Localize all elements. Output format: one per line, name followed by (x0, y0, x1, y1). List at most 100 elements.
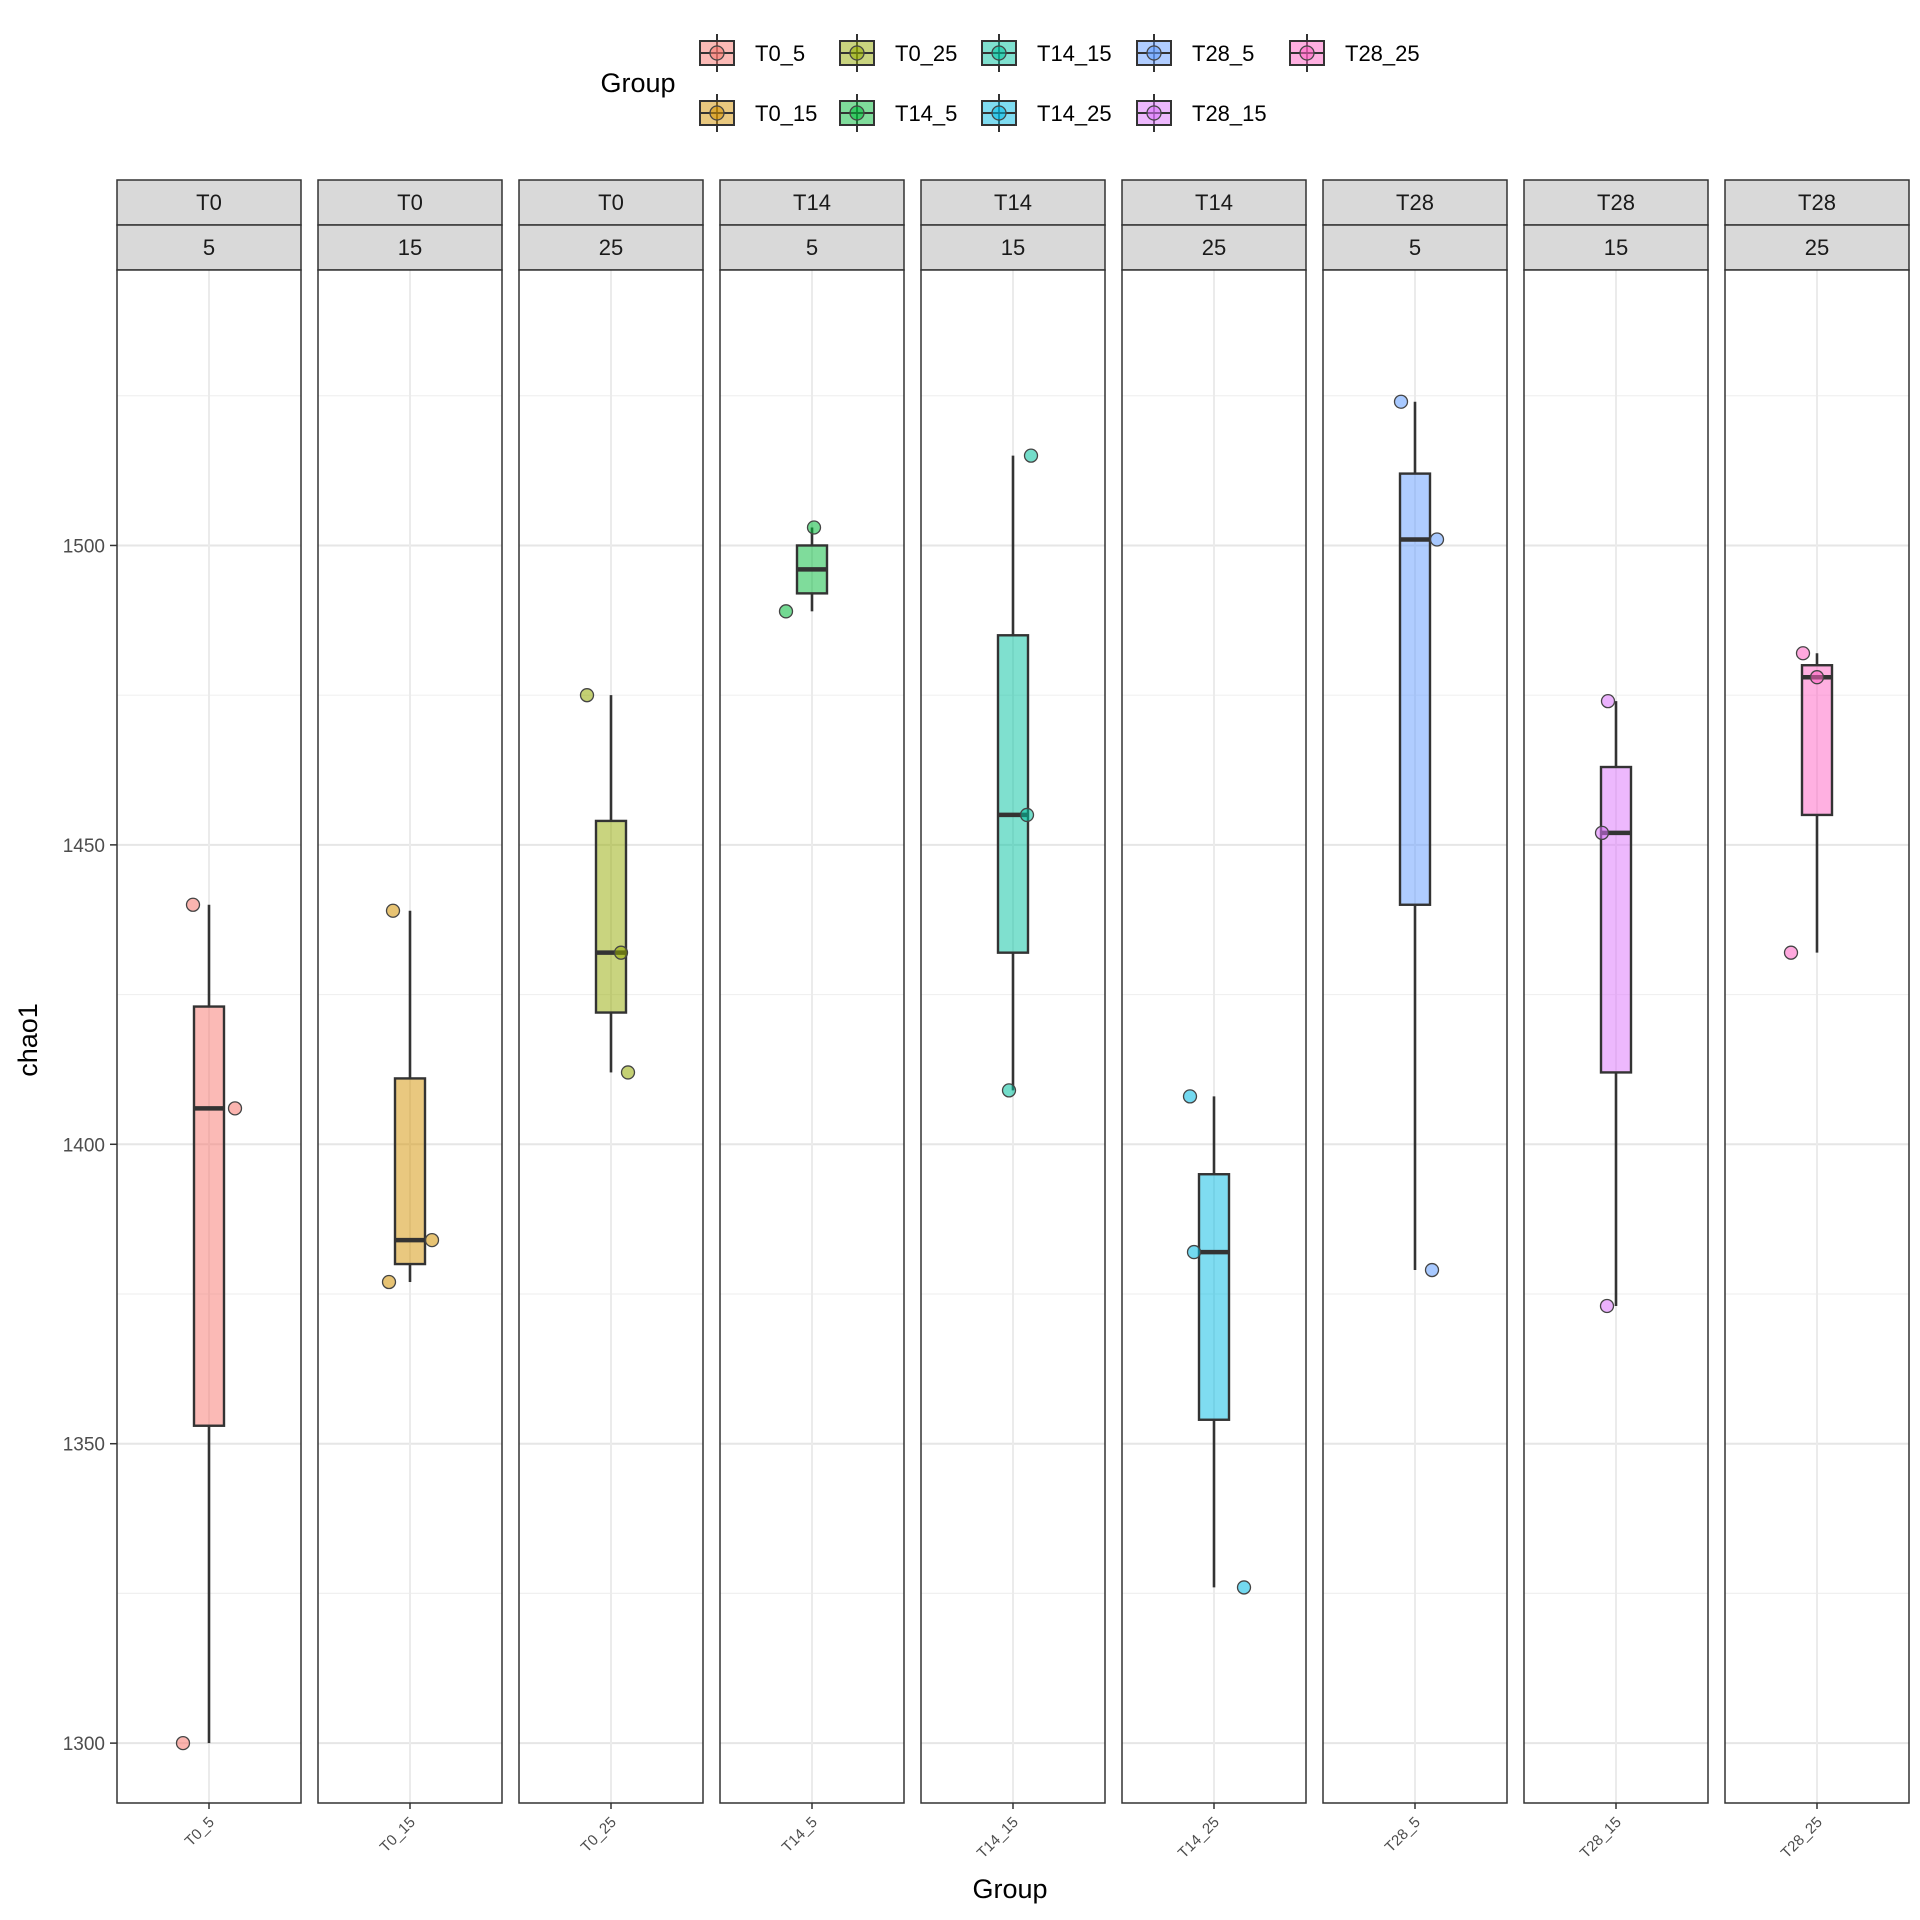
legend-label: T14_15 (1037, 41, 1112, 66)
legend-label: T28_15 (1192, 101, 1267, 126)
data-point (1809, 670, 1825, 685)
strip-bottom-box (1322, 224, 1508, 271)
data-point (1599, 1298, 1615, 1314)
strip-top-label: T14 (1195, 190, 1233, 215)
strip-top-label: T0 (598, 190, 624, 215)
legend-item-T28_5: T28_5 (1136, 34, 1254, 72)
legend-key-point (1146, 45, 1162, 61)
legend-key-point (709, 105, 725, 121)
strip-bottom-label: 5 (203, 235, 215, 260)
y-tick-label: 1300 (63, 1734, 105, 1755)
data-point (1001, 1083, 1017, 1098)
box-T14_15 (996, 634, 1030, 954)
legend-item-T28_25: T28_25 (1289, 34, 1420, 72)
strip-bottom-label: 15 (1604, 235, 1628, 260)
data-point (424, 1232, 440, 1248)
legend-key-point (709, 45, 725, 61)
panel-T0_15: T0 15 T0_15 (317, 179, 503, 1856)
strip-bottom-label: 15 (1001, 235, 1025, 260)
strip-top-label: T0 (196, 190, 222, 215)
legend-item-T14_5: T14_5 (839, 94, 957, 132)
y-tick-label: 1450 (63, 836, 105, 857)
strip-bottom-label: 15 (398, 235, 422, 260)
data-point (1424, 1262, 1440, 1278)
strip-top-box (1724, 179, 1910, 226)
strip-top-label: T0 (397, 190, 423, 215)
panel-T28_25: T28 25 T28_25 (1724, 179, 1910, 1862)
legend-item-T0_5: T0_5 (699, 34, 805, 72)
data-point (1783, 945, 1799, 960)
y-axis: 1300 1350 1400 1450 1500 (63, 536, 117, 1755)
data-point (778, 604, 794, 619)
strip-bottom-box (1523, 224, 1709, 271)
strip-bottom-label: 5 (1409, 235, 1421, 260)
box-T0_5 (192, 1005, 226, 1427)
data-point (1019, 807, 1035, 823)
y-axis-title: chao1 (13, 1003, 43, 1077)
legend-label: T28_25 (1345, 41, 1420, 66)
data-point (1600, 694, 1616, 709)
strip-top-box (317, 179, 503, 226)
strip-bottom-label: 25 (1202, 235, 1226, 260)
strip-top-label: T28 (1798, 190, 1836, 215)
legend-label: T0_25 (895, 41, 957, 66)
box-T14_25 (1197, 1173, 1231, 1421)
legend-item-T14_15: T14_15 (981, 34, 1112, 72)
legend-item-T14_25: T14_25 (981, 94, 1112, 132)
x-tick-label: T28_25 (1778, 1814, 1826, 1862)
x-tick-label: T0_25 (578, 1814, 620, 1856)
panel-T14_25: T14 25 T14_25 (1121, 179, 1307, 1862)
panel-T14_5: T14 5 T14_5 (719, 179, 905, 1856)
data-point (1236, 1580, 1252, 1595)
legend-item-T0_25: T0_25 (839, 34, 957, 72)
box-T28_5 (1398, 472, 1432, 906)
panel-T14_15: T14 15 T14_15 (920, 179, 1106, 1862)
legend: Group T0_5 T0_25 T14_15 T28_5 T28_25 T0_15 T14_… (600, 34, 1420, 132)
x-tick-label: T0_5 (182, 1814, 218, 1850)
box-T0_25 (594, 819, 628, 1014)
strip-bottom-box (518, 224, 704, 271)
legend-key-point (991, 45, 1007, 61)
strip-top-box (116, 179, 302, 226)
legend-label: T0_5 (755, 41, 805, 66)
y-tick-label: 1400 (63, 1135, 105, 1156)
legend-key-point (1146, 105, 1162, 121)
x-tick-label: T14_25 (1175, 1814, 1223, 1862)
panel-T0_25: T0 25 T0_25 (518, 179, 704, 1856)
legend-item-T0_15: T0_15 (699, 94, 817, 132)
data-point (806, 520, 822, 535)
strip-bottom-label: 25 (599, 235, 623, 260)
box-T28_25 (1800, 664, 1834, 817)
strip-top-label: T14 (793, 190, 831, 215)
strip-bottom-label: 5 (806, 235, 818, 260)
strip-bottom-label: 25 (1805, 235, 1829, 260)
data-point (1023, 448, 1039, 463)
box-T0_15 (393, 1077, 427, 1266)
data-point (1795, 646, 1811, 661)
strip-top-box (1523, 179, 1709, 226)
x-tick-label: T14_5 (779, 1814, 821, 1856)
strip-bottom-box (116, 224, 302, 271)
x-tick-label: T0_15 (377, 1814, 419, 1856)
legend-item-T28_15: T28_15 (1136, 94, 1267, 132)
panel-T28_15: T28 15 T28_15 (1523, 179, 1709, 1862)
data-point (227, 1101, 243, 1116)
strip-top-box (1322, 179, 1508, 226)
strip-top-box (518, 179, 704, 226)
y-tick-label: 1500 (63, 536, 105, 557)
legend-key-point (991, 105, 1007, 121)
data-point (1393, 394, 1409, 409)
legend-title: Group (600, 68, 675, 98)
data-point (1182, 1089, 1198, 1104)
legend-key-point (849, 105, 865, 121)
strip-top-label: T14 (994, 190, 1032, 215)
data-point (613, 945, 629, 960)
data-point (620, 1065, 636, 1080)
legend-label: T14_25 (1037, 101, 1112, 126)
strip-bottom-box (1121, 224, 1307, 271)
strip-top-box (1121, 179, 1307, 226)
data-point (1186, 1244, 1202, 1260)
strip-top-label: T28 (1597, 190, 1635, 215)
panel-T0_5: T0 5 T0_5 (116, 179, 302, 1850)
